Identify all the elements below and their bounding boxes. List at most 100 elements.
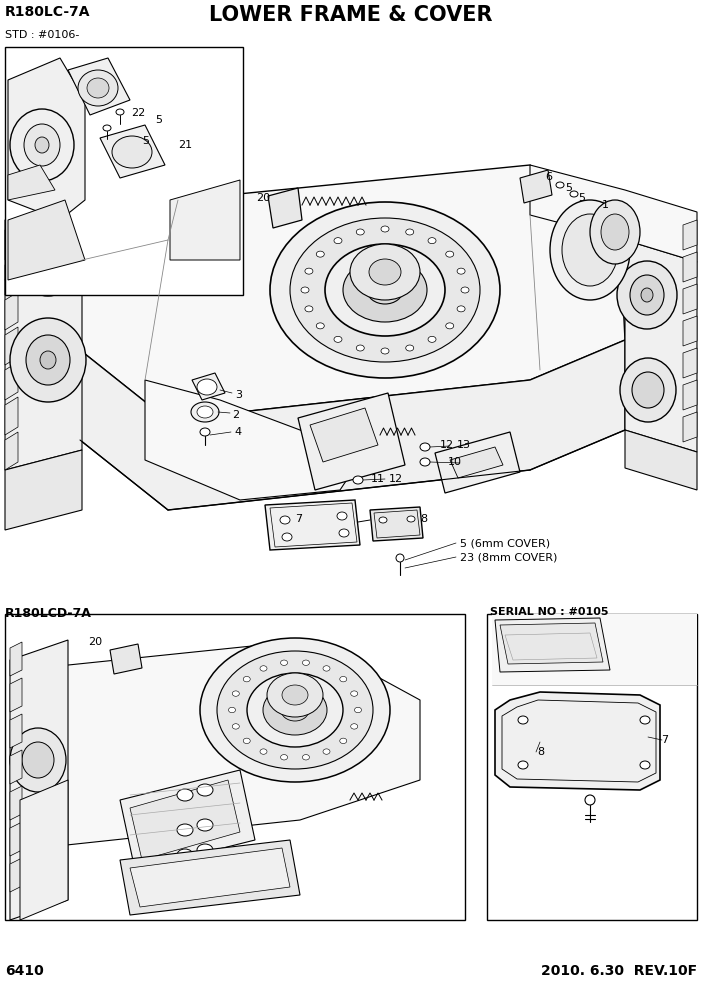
Polygon shape [5,450,82,530]
Ellipse shape [232,690,239,696]
Polygon shape [20,780,68,920]
Ellipse shape [281,755,288,760]
Ellipse shape [340,738,347,744]
Polygon shape [435,432,520,493]
Ellipse shape [325,244,445,336]
Polygon shape [683,220,697,250]
Ellipse shape [10,318,86,402]
Polygon shape [5,397,18,435]
Polygon shape [10,678,22,712]
Ellipse shape [379,517,387,523]
Ellipse shape [303,660,310,666]
Ellipse shape [78,70,118,106]
Polygon shape [298,393,405,490]
Ellipse shape [26,335,70,385]
Ellipse shape [16,224,80,296]
Text: 22: 22 [131,108,145,118]
Ellipse shape [353,476,363,484]
Ellipse shape [620,358,676,422]
Ellipse shape [334,336,342,342]
Polygon shape [530,165,697,262]
Text: STD : #0106-: STD : #0106- [5,30,79,40]
Polygon shape [10,714,22,748]
Ellipse shape [282,533,292,541]
Ellipse shape [381,226,389,232]
Ellipse shape [112,136,152,168]
Polygon shape [683,284,697,314]
Polygon shape [145,380,360,500]
Polygon shape [625,430,697,490]
Ellipse shape [630,275,664,315]
Ellipse shape [263,685,327,735]
Ellipse shape [357,229,364,235]
Ellipse shape [280,516,290,524]
Ellipse shape [590,200,640,264]
Ellipse shape [457,268,465,274]
Ellipse shape [350,244,420,300]
Ellipse shape [301,287,309,293]
Text: 20: 20 [256,193,270,203]
Text: 3: 3 [235,390,242,400]
Ellipse shape [317,322,324,329]
Text: 5: 5 [155,115,162,125]
Polygon shape [8,200,85,280]
Polygon shape [120,840,300,915]
Polygon shape [683,348,697,378]
Text: 21: 21 [178,140,192,150]
Ellipse shape [270,202,500,378]
Polygon shape [5,292,18,330]
Ellipse shape [351,724,358,729]
Ellipse shape [641,288,653,302]
Polygon shape [110,644,142,674]
Ellipse shape [446,322,453,329]
Ellipse shape [339,529,349,537]
Polygon shape [10,750,22,784]
Polygon shape [130,780,240,860]
Ellipse shape [247,673,343,747]
Polygon shape [5,257,18,295]
Ellipse shape [281,660,288,666]
Ellipse shape [355,707,362,712]
Polygon shape [495,692,660,790]
Ellipse shape [518,716,528,724]
Text: 12: 12 [440,440,454,450]
Ellipse shape [305,268,313,274]
Polygon shape [683,316,697,346]
Ellipse shape [303,755,310,760]
Ellipse shape [334,238,342,244]
Bar [487,614,697,920]
Ellipse shape [305,306,313,311]
Ellipse shape [562,214,618,286]
Polygon shape [520,170,552,203]
Polygon shape [5,432,18,470]
Ellipse shape [457,306,465,311]
Ellipse shape [87,78,109,98]
Polygon shape [492,614,697,685]
Polygon shape [100,125,165,178]
Ellipse shape [197,844,213,856]
Ellipse shape [585,795,595,805]
Polygon shape [625,240,697,452]
Text: 13: 13 [457,440,471,450]
Text: LOWER FRAME & COVER: LOWER FRAME & COVER [209,5,493,25]
Ellipse shape [323,666,330,672]
Bar [5,614,465,920]
Text: 6: 6 [545,172,552,182]
Ellipse shape [340,677,347,682]
Ellipse shape [197,819,213,831]
Bar [5,47,243,295]
Ellipse shape [640,761,650,769]
Ellipse shape [260,666,267,672]
Text: 7: 7 [661,735,668,745]
Ellipse shape [116,109,124,115]
Ellipse shape [232,724,239,729]
Ellipse shape [103,125,111,131]
Text: 8: 8 [420,514,427,524]
Polygon shape [5,222,18,260]
Ellipse shape [461,287,469,293]
Ellipse shape [632,372,664,408]
Ellipse shape [420,458,430,466]
Text: 6410: 6410 [5,964,44,978]
Ellipse shape [601,214,629,250]
Text: 23 (8mm COVER): 23 (8mm COVER) [460,552,557,562]
